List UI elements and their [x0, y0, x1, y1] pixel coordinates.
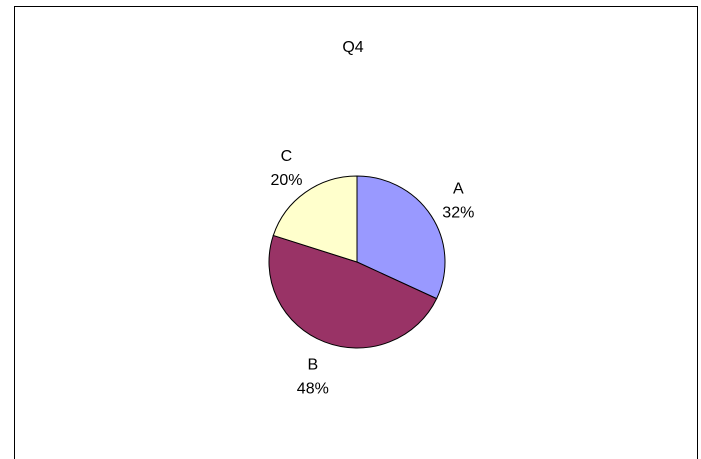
pie-slice-a [356, 175, 446, 300]
slice-category-label: C [281, 148, 293, 165]
pie-slices [268, 175, 446, 349]
slice-value-label: 48% [297, 381, 329, 398]
chart-title: Q4 [342, 39, 363, 56]
slice-category-label: A [453, 181, 464, 198]
pie-labels: A 32% B 48% C 20% [270, 148, 474, 398]
pie-slice-c [272, 175, 358, 263]
slice-value-label: 32% [442, 205, 474, 222]
slice-category-label: B [307, 357, 318, 374]
slice-value-label: 20% [270, 172, 302, 189]
pie-slice-b [268, 234, 438, 349]
